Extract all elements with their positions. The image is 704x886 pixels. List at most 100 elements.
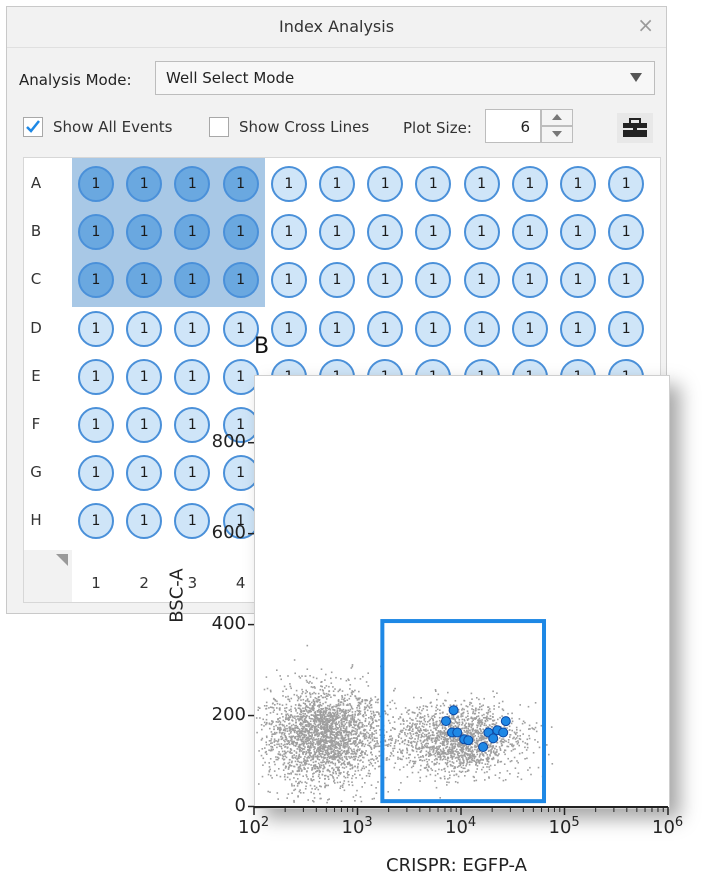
well-d5[interactable]: 1 bbox=[270, 310, 307, 347]
y-tick-label: 800 bbox=[211, 430, 246, 452]
well-h3[interactable]: 1 bbox=[174, 503, 211, 540]
well-a2[interactable]: 1 bbox=[126, 166, 163, 202]
row-label-e[interactable]: E bbox=[31, 366, 41, 385]
row-label-a[interactable]: A bbox=[30, 174, 42, 192]
well-c9[interactable]: 1 bbox=[463, 262, 500, 299]
column-label-2[interactable]: 2 bbox=[139, 574, 149, 592]
column-label-4[interactable]: 4 bbox=[235, 574, 246, 592]
well-g1[interactable]: 1 bbox=[78, 455, 114, 492]
well-c5[interactable]: 1 bbox=[270, 262, 307, 299]
y-tick-label: 200 bbox=[211, 703, 246, 725]
x-tick-label: 103 bbox=[342, 815, 373, 838]
well-e1[interactable]: 1 bbox=[78, 358, 114, 395]
index-event-point[interactable] bbox=[478, 742, 489, 752]
row-label-g[interactable]: G bbox=[30, 463, 42, 482]
well-d8[interactable]: 1 bbox=[415, 310, 452, 347]
well-c6[interactable]: 1 bbox=[319, 262, 355, 299]
well-a1[interactable]: 1 bbox=[78, 166, 114, 202]
well-g2[interactable]: 1 bbox=[126, 455, 163, 492]
well-f1[interactable]: 1 bbox=[78, 407, 114, 443]
well-d10[interactable]: 1 bbox=[511, 310, 548, 347]
index-event-point[interactable] bbox=[452, 727, 463, 738]
index-event-point[interactable] bbox=[441, 716, 451, 727]
show-cross-lines-checkbox[interactable] bbox=[209, 117, 229, 137]
row-label-f[interactable]: F bbox=[31, 415, 41, 433]
well-a4[interactable]: 1 bbox=[222, 166, 259, 202]
well-a11[interactable]: 1 bbox=[560, 166, 596, 202]
well-h1[interactable]: 1 bbox=[78, 503, 114, 540]
index-event-point[interactable] bbox=[498, 727, 509, 738]
show-all-events-checkbox[interactable] bbox=[23, 117, 43, 137]
well-c12[interactable]: 1 bbox=[608, 262, 645, 299]
x-tick-base: 10 bbox=[548, 817, 572, 838]
well-b8[interactable]: 1 bbox=[415, 214, 452, 251]
column-label-1[interactable]: 1 bbox=[91, 574, 101, 592]
well-h2[interactable]: 1 bbox=[126, 503, 163, 540]
row-label-d[interactable]: D bbox=[30, 318, 42, 337]
well-e3[interactable]: 1 bbox=[174, 358, 211, 395]
well-d3[interactable]: 1 bbox=[174, 310, 211, 347]
well-d1[interactable]: 1 bbox=[78, 310, 114, 347]
x-tick-base: 10 bbox=[445, 817, 468, 838]
well-f3[interactable]: 1 bbox=[174, 407, 211, 443]
analysis-mode-select[interactable]: Well Select Mode bbox=[155, 61, 655, 95]
well-b10[interactable]: 1 bbox=[511, 214, 548, 251]
plot-size-decrement-button[interactable] bbox=[541, 126, 573, 143]
row-label-c[interactable]: C bbox=[30, 270, 42, 289]
well-c10[interactable]: 1 bbox=[511, 262, 548, 299]
index-event-point[interactable] bbox=[488, 733, 499, 744]
index-event-point[interactable] bbox=[448, 705, 459, 716]
well-a5[interactable]: 1 bbox=[270, 166, 307, 202]
well-b4[interactable]: 1 bbox=[222, 214, 259, 251]
well-c11[interactable]: 1 bbox=[560, 262, 596, 299]
well-d9[interactable]: 1 bbox=[463, 310, 500, 347]
row-label-h[interactable]: H bbox=[30, 511, 42, 530]
x-tick-label: 105 bbox=[549, 815, 580, 838]
well-d2[interactable]: 1 bbox=[126, 310, 163, 347]
well-b5[interactable]: 1 bbox=[270, 214, 307, 251]
well-b11[interactable]: 1 bbox=[560, 214, 596, 251]
well-d4[interactable]: 1 bbox=[222, 310, 259, 347]
plot-size-input[interactable]: 6 bbox=[485, 109, 541, 143]
well-b7[interactable]: 1 bbox=[367, 214, 404, 251]
scatter-plot-svg bbox=[223, 619, 554, 804]
corner-select-icon[interactable] bbox=[56, 554, 68, 566]
well-b1[interactable]: 1 bbox=[78, 214, 114, 251]
well-a3[interactable]: 1 bbox=[174, 166, 211, 202]
well-c8[interactable]: 1 bbox=[415, 262, 452, 299]
x-tick-exponent: 3 bbox=[364, 815, 373, 830]
well-b9[interactable]: 1 bbox=[463, 214, 500, 251]
well-d12[interactable]: 1 bbox=[608, 310, 645, 347]
well-b3[interactable]: 1 bbox=[174, 214, 211, 251]
toolbox-icon bbox=[623, 118, 647, 137]
well-a10[interactable]: 1 bbox=[511, 166, 548, 202]
well-d7[interactable]: 1 bbox=[367, 310, 404, 347]
well-a6[interactable]: 1 bbox=[319, 166, 355, 202]
well-a12[interactable]: 1 bbox=[608, 166, 645, 202]
well-c4[interactable]: 1 bbox=[222, 262, 259, 299]
well-f4[interactable]: 1 bbox=[222, 407, 259, 443]
well-e2[interactable]: 1 bbox=[126, 358, 163, 395]
toolbox-button[interactable] bbox=[617, 113, 653, 143]
well-c1[interactable]: 1 bbox=[78, 262, 114, 299]
gate-rectangle[interactable] bbox=[380, 619, 547, 804]
index-event-point[interactable] bbox=[463, 735, 474, 746]
well-d11[interactable]: 1 bbox=[560, 310, 596, 347]
well-g3[interactable]: 1 bbox=[174, 455, 211, 492]
well-a8[interactable]: 1 bbox=[415, 166, 452, 202]
well-d6[interactable]: 1 bbox=[319, 310, 355, 347]
well-b12[interactable]: 1 bbox=[608, 214, 645, 251]
column-label-3[interactable]: 3 bbox=[187, 574, 198, 592]
well-c3[interactable]: 1 bbox=[174, 262, 211, 299]
well-c2[interactable]: 1 bbox=[126, 262, 163, 299]
plot-size-increment-button[interactable] bbox=[541, 109, 573, 126]
row-label-b[interactable]: B bbox=[30, 222, 42, 241]
well-b2[interactable]: 1 bbox=[126, 214, 163, 251]
close-icon[interactable]: × bbox=[637, 13, 654, 37]
well-a7[interactable]: 1 bbox=[367, 166, 404, 202]
well-c7[interactable]: 1 bbox=[367, 262, 404, 299]
well-a9[interactable]: 1 bbox=[463, 166, 500, 202]
index-event-point[interactable] bbox=[500, 716, 511, 727]
well-f2[interactable]: 1 bbox=[126, 407, 163, 443]
well-b6[interactable]: 1 bbox=[319, 214, 355, 251]
